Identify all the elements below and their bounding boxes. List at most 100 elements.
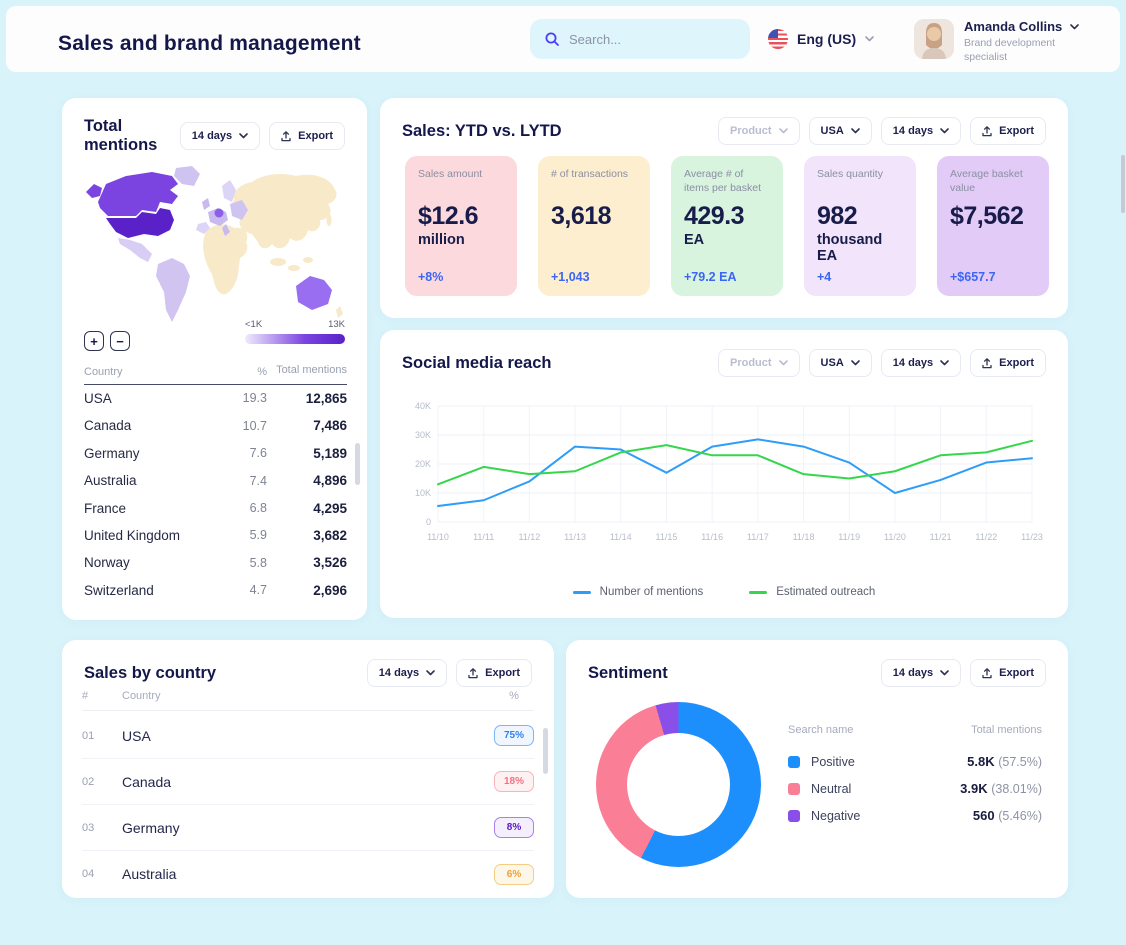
map-island [303, 257, 313, 263]
scale-max-label: 13K [328, 319, 345, 330]
export-button[interactable]: Export [970, 659, 1046, 687]
pct-badge: 75% [494, 725, 534, 746]
chart-legend: Number of mentions Estimated outreach [380, 586, 1068, 598]
country-rows: 01 USA 75% 02 Canada 18% 03 Germany 8% 0… [82, 713, 534, 897]
map-italy [222, 224, 230, 236]
chevron-down-icon [940, 360, 949, 366]
export-button[interactable]: Export [970, 349, 1046, 377]
metric-tiles: Sales amount $12.6 million +8% # of tran… [405, 156, 1049, 296]
svg-text:11/20: 11/20 [884, 532, 906, 542]
chevron-down-icon [239, 133, 248, 139]
col-header-country: Country [84, 365, 123, 378]
card-title-sentiment: Sentiment [588, 663, 668, 682]
app-header: Sales and brand management Eng (US) Aman… [6, 6, 1120, 72]
map-zoom-out-button[interactable]: − [110, 331, 130, 351]
table-scrollbar[interactable] [355, 443, 360, 485]
table-scrollbar[interactable] [543, 728, 548, 774]
map-east-europe [230, 200, 248, 220]
svg-text:11/23: 11/23 [1021, 532, 1043, 542]
language-selector[interactable]: Eng (US) [768, 19, 874, 59]
export-icon [982, 357, 992, 368]
minus-icon: − [116, 333, 124, 349]
gradient-bar [245, 334, 345, 344]
chevron-down-icon [850, 128, 860, 134]
export-button[interactable]: Export [456, 659, 532, 687]
map-color-scale: <1K 13K [245, 319, 345, 344]
map-south-america [156, 258, 190, 322]
svg-text:11/21: 11/21 [930, 532, 952, 542]
table-row: Canada 10.7 7,486 [84, 418, 347, 434]
sales-by-country-card: Sales by country 14 days Export # Countr… [62, 640, 554, 898]
card-title-sales-ytd: Sales: YTD vs. LYTD [402, 121, 562, 140]
svg-text:11/19: 11/19 [838, 532, 860, 542]
language-label: Eng (US) [797, 31, 857, 47]
sentiment-card: Sentiment 14 days Export Search name Tot… [566, 640, 1068, 898]
table-row: 03 Germany 8% [82, 805, 534, 851]
table-row: 02 Canada 18% [82, 759, 534, 805]
chevron-down-icon [865, 36, 874, 42]
plus-icon: + [90, 333, 98, 349]
export-button[interactable]: Export [970, 117, 1046, 145]
legend-dash-icon [572, 590, 591, 594]
user-role: Brand development specialist [964, 37, 1056, 64]
svg-text:11/22: 11/22 [975, 532, 997, 542]
user-menu[interactable]: Amanda Collins Brand development special… [914, 19, 1092, 64]
region-dropdown[interactable]: USA [808, 117, 872, 145]
pct-badge: 6% [494, 863, 534, 885]
period-dropdown[interactable]: 14 days [880, 349, 962, 377]
line-chart: 11/10 11/11 11/12 11/13 11/14 11/15 11/16 11/17… [404, 394, 1044, 554]
table-row: Australia 7.4 4,896 [84, 473, 347, 489]
svg-text:11/18: 11/18 [793, 532, 815, 542]
product-dropdown[interactable]: Product [717, 349, 800, 377]
period-dropdown[interactable]: 14 days [366, 659, 448, 687]
map-australia [296, 276, 332, 310]
legend-swatch [788, 755, 800, 768]
donut-hole [627, 733, 730, 836]
search-input[interactable] [569, 31, 719, 47]
sentiment-legend: Search name Total mentions Positive 5.8K… [788, 724, 1042, 829]
svg-text:11/12: 11/12 [518, 532, 540, 542]
card-title-total-mentions: Total mentions [84, 117, 158, 154]
region-dropdown[interactable]: USA [808, 349, 872, 377]
svg-text:0: 0 [426, 517, 431, 527]
total-mentions-card: Total mentions 14 days Export [62, 98, 367, 620]
pct-badge: 18% [494, 771, 534, 792]
map-zoom-in-button[interactable]: + [84, 331, 104, 351]
map-usa [106, 208, 174, 238]
viewport-scrollbar[interactable] [1121, 155, 1125, 213]
map-uk [202, 198, 210, 210]
world-map[interactable] [82, 162, 347, 337]
user-name: Amanda Collins [964, 19, 1063, 34]
scale-min-label: <1K [245, 319, 263, 330]
search-icon [544, 31, 560, 47]
chevron-down-icon [940, 670, 949, 676]
export-icon [982, 125, 992, 136]
chevron-down-icon [1070, 23, 1080, 29]
card-title-social: Social media reach [402, 353, 552, 372]
svg-text:11/10: 11/10 [427, 532, 449, 542]
map-africa [203, 224, 248, 295]
chevron-down-icon [778, 360, 788, 366]
period-dropdown[interactable]: 14 days [880, 659, 962, 687]
us-flag-icon [768, 29, 788, 49]
map-greenland [174, 166, 200, 186]
product-dropdown[interactable]: Product [717, 117, 800, 145]
svg-text:10K: 10K [415, 488, 431, 498]
sales-ytd-card: Sales: YTD vs. LYTD Product USA 14 days … [380, 98, 1068, 318]
export-button[interactable]: Export [269, 122, 345, 150]
social-media-reach-card: Social media reach Product USA 14 days E… [380, 330, 1068, 618]
svg-text:11/13: 11/13 [564, 532, 586, 542]
metric-tile-items-per-basket: Average # of items per basket 429.3 EA +… [671, 156, 783, 296]
map-island [270, 258, 286, 266]
search-box[interactable] [530, 19, 750, 59]
legend-swatch [788, 809, 800, 822]
col-header-pct: % [257, 365, 267, 378]
period-dropdown[interactable]: 14 days [179, 122, 261, 150]
table-row: Switzerland 4.7 2,696 [84, 582, 347, 598]
svg-text:40K: 40K [415, 401, 431, 411]
period-dropdown[interactable]: 14 days [880, 117, 962, 145]
map-canada [98, 172, 178, 216]
metric-tile-sales-quantity: Sales quantity 982 thousand EA +4 [804, 156, 916, 296]
legend-row: Neutral 3.9K (38.01%) [788, 775, 1042, 802]
chevron-down-icon [778, 128, 788, 134]
